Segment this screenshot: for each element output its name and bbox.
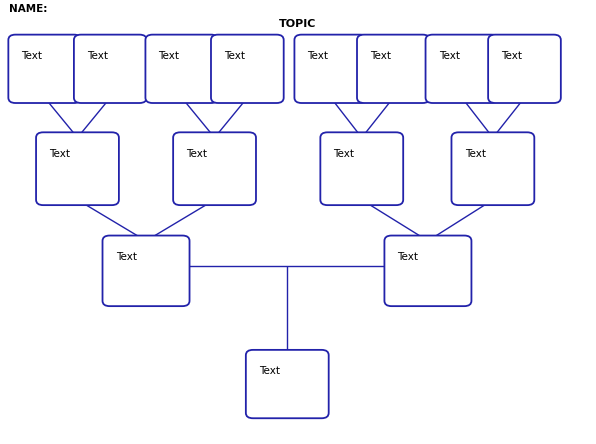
FancyBboxPatch shape (173, 132, 256, 205)
Text: Text: Text (49, 149, 70, 159)
Text: Text: Text (87, 51, 108, 61)
FancyBboxPatch shape (452, 132, 534, 205)
Text: Text: Text (501, 51, 522, 61)
FancyBboxPatch shape (8, 35, 81, 103)
Text: Text: Text (116, 252, 136, 262)
Text: Text: Text (439, 51, 460, 61)
FancyBboxPatch shape (426, 35, 498, 103)
FancyBboxPatch shape (488, 35, 561, 103)
Text: Text: Text (398, 252, 418, 262)
Text: Text: Text (159, 51, 179, 61)
FancyBboxPatch shape (321, 132, 403, 205)
FancyBboxPatch shape (74, 35, 147, 103)
FancyBboxPatch shape (384, 235, 471, 306)
FancyBboxPatch shape (246, 350, 329, 418)
FancyBboxPatch shape (211, 35, 284, 103)
Text: Text: Text (334, 149, 355, 159)
FancyBboxPatch shape (294, 35, 367, 103)
FancyBboxPatch shape (357, 35, 430, 103)
FancyBboxPatch shape (36, 132, 119, 205)
Text: Text: Text (308, 51, 328, 61)
Text: NAME:: NAME: (9, 4, 47, 15)
Text: Text: Text (465, 149, 486, 159)
FancyBboxPatch shape (145, 35, 218, 103)
Text: Text: Text (259, 366, 280, 377)
Text: Text: Text (186, 149, 207, 159)
Text: TOPIC: TOPIC (280, 19, 316, 29)
FancyBboxPatch shape (103, 235, 190, 306)
Text: Text: Text (224, 51, 245, 61)
Text: Text: Text (370, 51, 391, 61)
Text: Text: Text (21, 51, 42, 61)
